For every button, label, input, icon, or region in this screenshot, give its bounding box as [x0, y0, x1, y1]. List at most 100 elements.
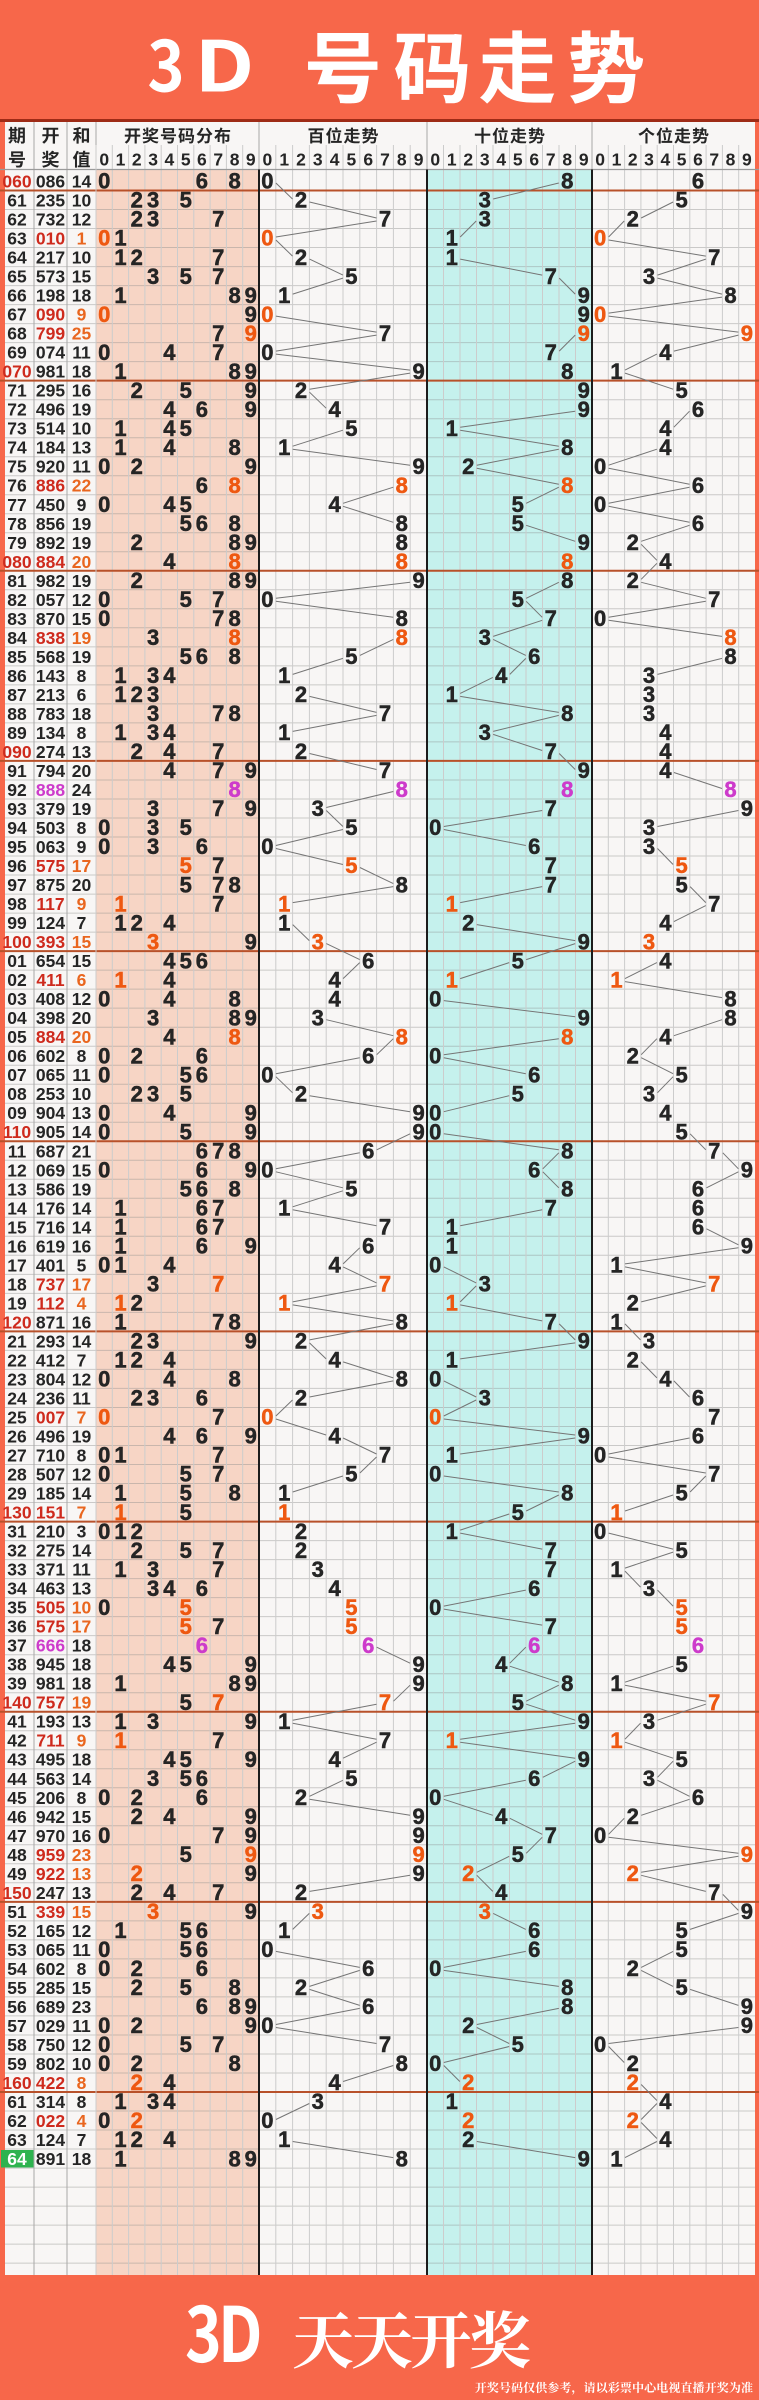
svg-text:716: 716 [36, 1217, 65, 1237]
svg-text:886: 886 [36, 476, 65, 496]
svg-text:4: 4 [163, 1024, 176, 1049]
svg-text:206: 206 [36, 1788, 65, 1808]
svg-text:9: 9 [741, 1842, 753, 1867]
svg-text:4: 4 [328, 986, 341, 1011]
svg-text:9: 9 [412, 1804, 424, 1829]
svg-text:94: 94 [7, 818, 27, 838]
svg-text:10: 10 [72, 1598, 92, 1618]
svg-text:117: 117 [36, 894, 64, 914]
svg-text:8: 8 [228, 473, 240, 498]
svg-text:7: 7 [708, 1880, 720, 1905]
svg-text:12: 12 [72, 590, 92, 610]
svg-text:9: 9 [245, 1671, 257, 1696]
svg-text:7: 7 [545, 1823, 557, 1848]
svg-text:1: 1 [610, 359, 622, 384]
svg-text:14: 14 [72, 1331, 92, 1351]
svg-text:134: 134 [36, 723, 65, 743]
svg-text:176: 176 [36, 1198, 65, 1218]
svg-text:9: 9 [578, 302, 590, 327]
svg-text:7: 7 [379, 1215, 391, 1240]
svg-text:6: 6 [528, 1062, 540, 1087]
svg-text:1: 1 [278, 1481, 290, 1506]
svg-text:0: 0 [98, 1462, 110, 1487]
svg-text:1: 1 [114, 1918, 126, 1943]
svg-text:3: 3 [312, 796, 324, 821]
svg-text:9: 9 [578, 397, 590, 422]
svg-text:7: 7 [379, 1728, 391, 1753]
svg-text:9: 9 [741, 1158, 753, 1183]
svg-text:0: 0 [261, 340, 273, 365]
svg-text:783: 783 [36, 704, 65, 724]
svg-text:7: 7 [708, 1139, 720, 1164]
svg-text:3: 3 [147, 1709, 159, 1734]
svg-text:7: 7 [380, 150, 390, 170]
svg-text:4: 4 [163, 1348, 176, 1373]
svg-text:2: 2 [628, 150, 638, 170]
svg-text:884: 884 [36, 552, 65, 572]
svg-text:9: 9 [245, 1804, 257, 1829]
svg-text:295: 295 [36, 381, 65, 401]
svg-text:1: 1 [114, 1234, 126, 1259]
svg-text:13: 13 [72, 742, 92, 762]
svg-text:3: 3 [479, 1272, 491, 1297]
svg-text:2: 2 [131, 1804, 143, 1829]
svg-text:2: 2 [131, 378, 143, 403]
svg-text:757: 757 [36, 1693, 65, 1713]
svg-text:5: 5 [180, 511, 192, 536]
svg-text:9: 9 [741, 1899, 753, 1924]
svg-text:8: 8 [77, 818, 87, 838]
svg-text:7: 7 [212, 1310, 224, 1335]
svg-text:7: 7 [212, 1823, 224, 1848]
svg-text:888: 888 [36, 780, 65, 800]
svg-text:1: 1 [114, 1215, 126, 1240]
svg-text:8: 8 [724, 1005, 736, 1030]
svg-text:8: 8 [228, 625, 240, 650]
svg-text:18: 18 [72, 286, 92, 306]
svg-text:23: 23 [7, 1369, 27, 1389]
svg-text:5: 5 [345, 1462, 357, 1487]
svg-text:14: 14 [72, 1541, 92, 1561]
svg-text:3: 3 [313, 150, 323, 170]
svg-text:4: 4 [328, 492, 341, 517]
svg-text:68: 68 [7, 324, 27, 344]
svg-text:5: 5 [512, 1690, 524, 1715]
svg-text:7: 7 [545, 1310, 557, 1335]
svg-text:4: 4 [163, 1576, 176, 1601]
svg-text:7: 7 [212, 587, 224, 612]
svg-text:19: 19 [72, 647, 92, 667]
svg-text:9: 9 [245, 397, 257, 422]
svg-text:6: 6 [692, 473, 704, 498]
svg-text:2: 2 [627, 1043, 639, 1068]
svg-text:79: 79 [7, 533, 27, 553]
svg-text:8: 8 [724, 625, 736, 650]
svg-text:4: 4 [659, 1367, 672, 1392]
svg-text:0: 0 [98, 2051, 110, 2076]
svg-text:3: 3 [479, 1899, 491, 1924]
svg-text:959: 959 [36, 1845, 65, 1865]
svg-text:6: 6 [528, 1918, 540, 1943]
svg-text:8: 8 [228, 2146, 240, 2171]
svg-text:62: 62 [7, 2111, 27, 2131]
svg-text:8: 8 [561, 1671, 573, 1696]
svg-text:5: 5 [345, 1177, 357, 1202]
svg-text:19: 19 [72, 799, 92, 819]
svg-text:5: 5 [77, 1255, 87, 1275]
svg-text:27: 27 [7, 1446, 26, 1466]
svg-text:4: 4 [165, 150, 175, 170]
svg-text:8: 8 [561, 169, 573, 194]
svg-text:3: 3 [643, 834, 655, 859]
svg-text:5: 5 [512, 587, 524, 612]
svg-text:9: 9 [245, 283, 257, 308]
svg-text:891: 891 [36, 2149, 65, 2169]
svg-text:15: 15 [72, 267, 92, 287]
svg-text:0: 0 [261, 1937, 273, 1962]
svg-text:074: 074 [36, 343, 65, 363]
svg-text:8: 8 [228, 1310, 240, 1335]
svg-text:3: 3 [479, 625, 491, 650]
svg-text:8: 8 [396, 1310, 408, 1335]
svg-text:24: 24 [72, 780, 92, 800]
svg-text:3: 3 [148, 150, 158, 170]
svg-text:3: 3 [643, 815, 655, 840]
svg-text:5: 5 [180, 1538, 192, 1563]
svg-text:12: 12 [72, 210, 92, 230]
